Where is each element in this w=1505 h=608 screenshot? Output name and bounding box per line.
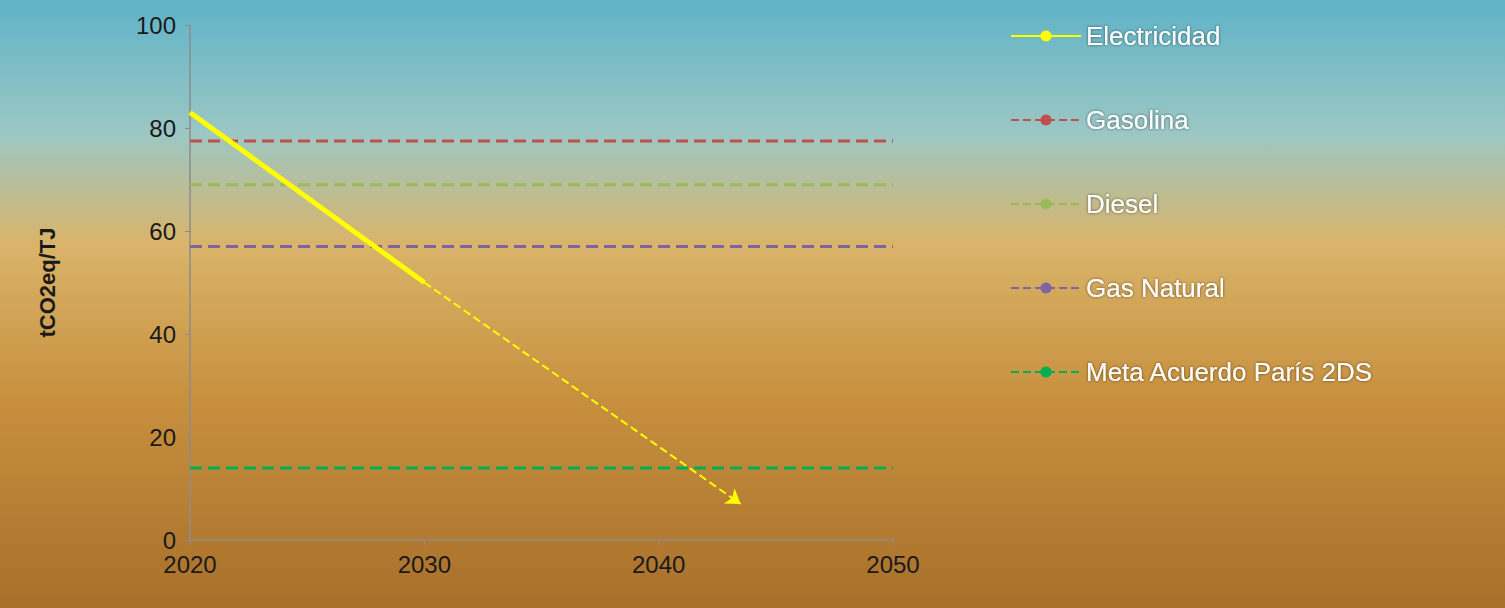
svg-text:100: 100 (136, 12, 176, 39)
svg-text:40: 40 (149, 321, 176, 348)
svg-text:2040: 2040 (632, 551, 685, 578)
svg-text:Diesel: Diesel (1086, 189, 1158, 219)
svg-text:20: 20 (149, 424, 176, 451)
svg-text:80: 80 (149, 115, 176, 142)
svg-text:Gasolina: Gasolina (1086, 105, 1189, 135)
svg-text:Gas Natural: Gas Natural (1086, 273, 1225, 303)
svg-text:2030: 2030 (398, 551, 451, 578)
svg-text:2020: 2020 (163, 551, 216, 578)
svg-text:tCO2eq/TJ: tCO2eq/TJ (35, 227, 60, 337)
svg-text:Electricidad: Electricidad (1086, 21, 1220, 51)
svg-text:60: 60 (149, 218, 176, 245)
svg-text:2050: 2050 (866, 551, 919, 578)
svg-text:Meta Acuerdo París 2DS: Meta Acuerdo París 2DS (1086, 357, 1372, 387)
svg-text:0: 0 (163, 527, 176, 554)
